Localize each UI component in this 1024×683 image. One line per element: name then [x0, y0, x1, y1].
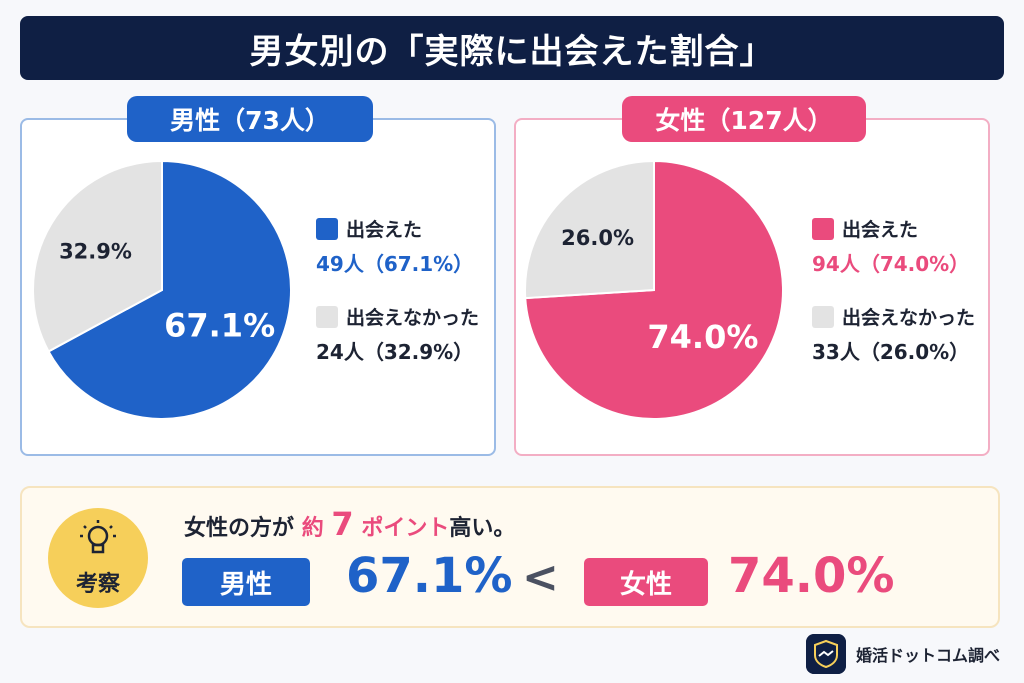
footer: 婚活ドットコム調べ: [806, 634, 1000, 674]
female-met-legend-value: 94人（74.0%）: [812, 252, 970, 276]
female-met-swatch: [812, 217, 834, 240]
female-panel-title: 女性（127人）: [622, 96, 866, 142]
female-met-legend-name: 出会えた: [842, 219, 919, 241]
male-met-legend-value: 49人（67.1%）: [316, 252, 474, 276]
insight-head-suffix: 高い。: [449, 516, 516, 541]
insight-head-points: ポイント: [361, 516, 450, 541]
insight-badge: [48, 508, 148, 608]
female-notmet-legend-name: 出会えなかった: [842, 307, 976, 329]
male-pie-label-met: 67.1%: [164, 306, 275, 344]
male-met-legend-name: 出会えた: [346, 219, 423, 241]
female-legend: 出会えた 94人（74.0%） 出会えなかった 33人（26.0%）: [812, 215, 975, 365]
male-notmet-legend-name: 出会えなかった: [346, 307, 480, 329]
male-chip: 男性: [182, 558, 310, 606]
male-panel-title: 男性（73人）: [127, 96, 373, 142]
female-pie-slice-notmet: [524, 159, 655, 300]
female-notmet-legend-value: 33人（26.0%）: [812, 340, 970, 364]
male-notmet-swatch: [316, 305, 338, 328]
lightbulb-icon: [80, 520, 116, 554]
female-chip: 女性: [584, 558, 708, 606]
female-notmet-swatch: [812, 305, 834, 328]
shield-handshake-icon: [806, 634, 846, 674]
male-pie-slice-met: [47, 159, 292, 420]
insight-head-number: 7: [331, 505, 354, 543]
insight-head-approx: 約: [301, 516, 324, 541]
insight-badge-label: 考察: [75, 572, 120, 597]
brand-name: 婚活ドットコム調べ: [856, 646, 1001, 665]
title-bar: 男女別の「実際に出会えた割合」: [20, 16, 1004, 80]
less-than-symbol: <: [522, 552, 559, 603]
male-notmet-legend-value: 24人（32.9%）: [316, 340, 474, 364]
insight-headline: 女性の方が 約 7 ポイント高い。: [184, 505, 515, 543]
male-big-value: 67.1%: [346, 548, 513, 604]
female-big-value: 74.0%: [728, 548, 895, 604]
male-legend: 出会えた 49人（67.1%） 出会えなかった 24人（32.9%）: [316, 215, 479, 365]
male-pie-slice-notmet: [32, 159, 163, 353]
male-pie-label-notmet: 32.9%: [59, 239, 132, 263]
page-title: 男女別の「実際に出会えた割合」: [249, 31, 775, 72]
male-met-swatch: [316, 217, 338, 240]
female-pie-label-notmet: 26.0%: [561, 226, 634, 250]
female-pie-label-met: 74.0%: [647, 318, 758, 356]
insight-head-prefix: 女性の方が: [184, 516, 295, 541]
